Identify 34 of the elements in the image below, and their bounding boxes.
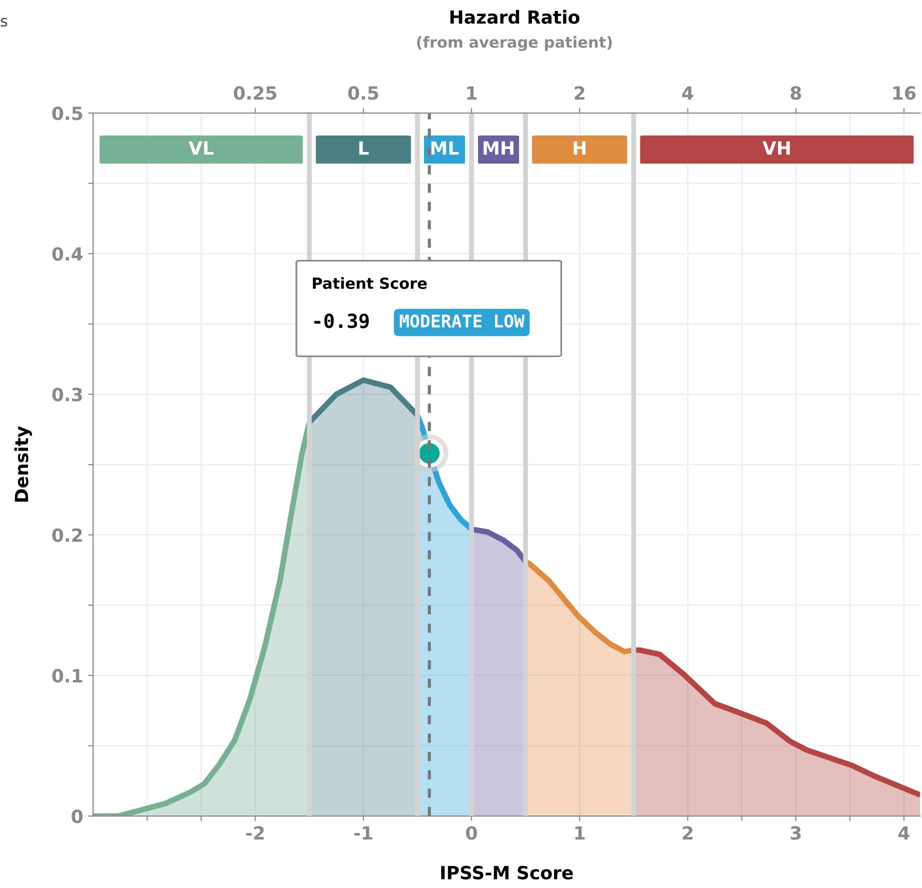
x-tick-label: 4: [898, 826, 910, 840]
x-tick-label: 1: [575, 826, 585, 840]
x-tick-label: -1: [354, 826, 372, 840]
y-tick-label: 0.3: [52, 388, 82, 402]
x2-tick-label: 1: [467, 86, 477, 100]
annotation: Patient Score: [312, 277, 427, 290]
annotation: -0.39: [314, 313, 369, 328]
text: VL: [188, 141, 214, 155]
x-tick-label: 2: [682, 826, 692, 840]
text: L: [359, 141, 369, 155]
x2-tick-label: 0.25: [234, 86, 276, 100]
text: s: [0, 18, 8, 27]
x2-tick-label: 0.5: [348, 86, 378, 100]
text: ML: [431, 141, 459, 155]
x2-tick-label: 16: [893, 86, 916, 100]
x-axis-title: IPSS-M Score: [441, 866, 573, 880]
x2-tick-label: 2: [574, 86, 584, 100]
x-tick-label: -2: [246, 826, 264, 840]
chart-subtitle: (from average patient): [417, 36, 612, 51]
annotation: MODERATE LOW: [400, 314, 524, 328]
x2-tick-label: 8: [790, 86, 802, 100]
x-tick-label: 0: [466, 826, 477, 840]
y-axis-title: Density: [14, 426, 32, 502]
text: H: [574, 141, 586, 155]
text: VH: [762, 141, 790, 155]
y-tick-label: 0.5: [52, 106, 82, 120]
x2-tick-label: 4: [682, 86, 694, 100]
y-tick-label: 0.1: [52, 668, 82, 683]
y-tick-label: 0.2: [52, 528, 82, 542]
y-tick-label: 0.4: [52, 247, 83, 261]
x-tick-label: 3: [790, 826, 801, 840]
text: MH: [484, 141, 514, 155]
y-tick-label: 0: [72, 810, 83, 824]
chart-title: Hazard Ratio: [450, 10, 580, 24]
